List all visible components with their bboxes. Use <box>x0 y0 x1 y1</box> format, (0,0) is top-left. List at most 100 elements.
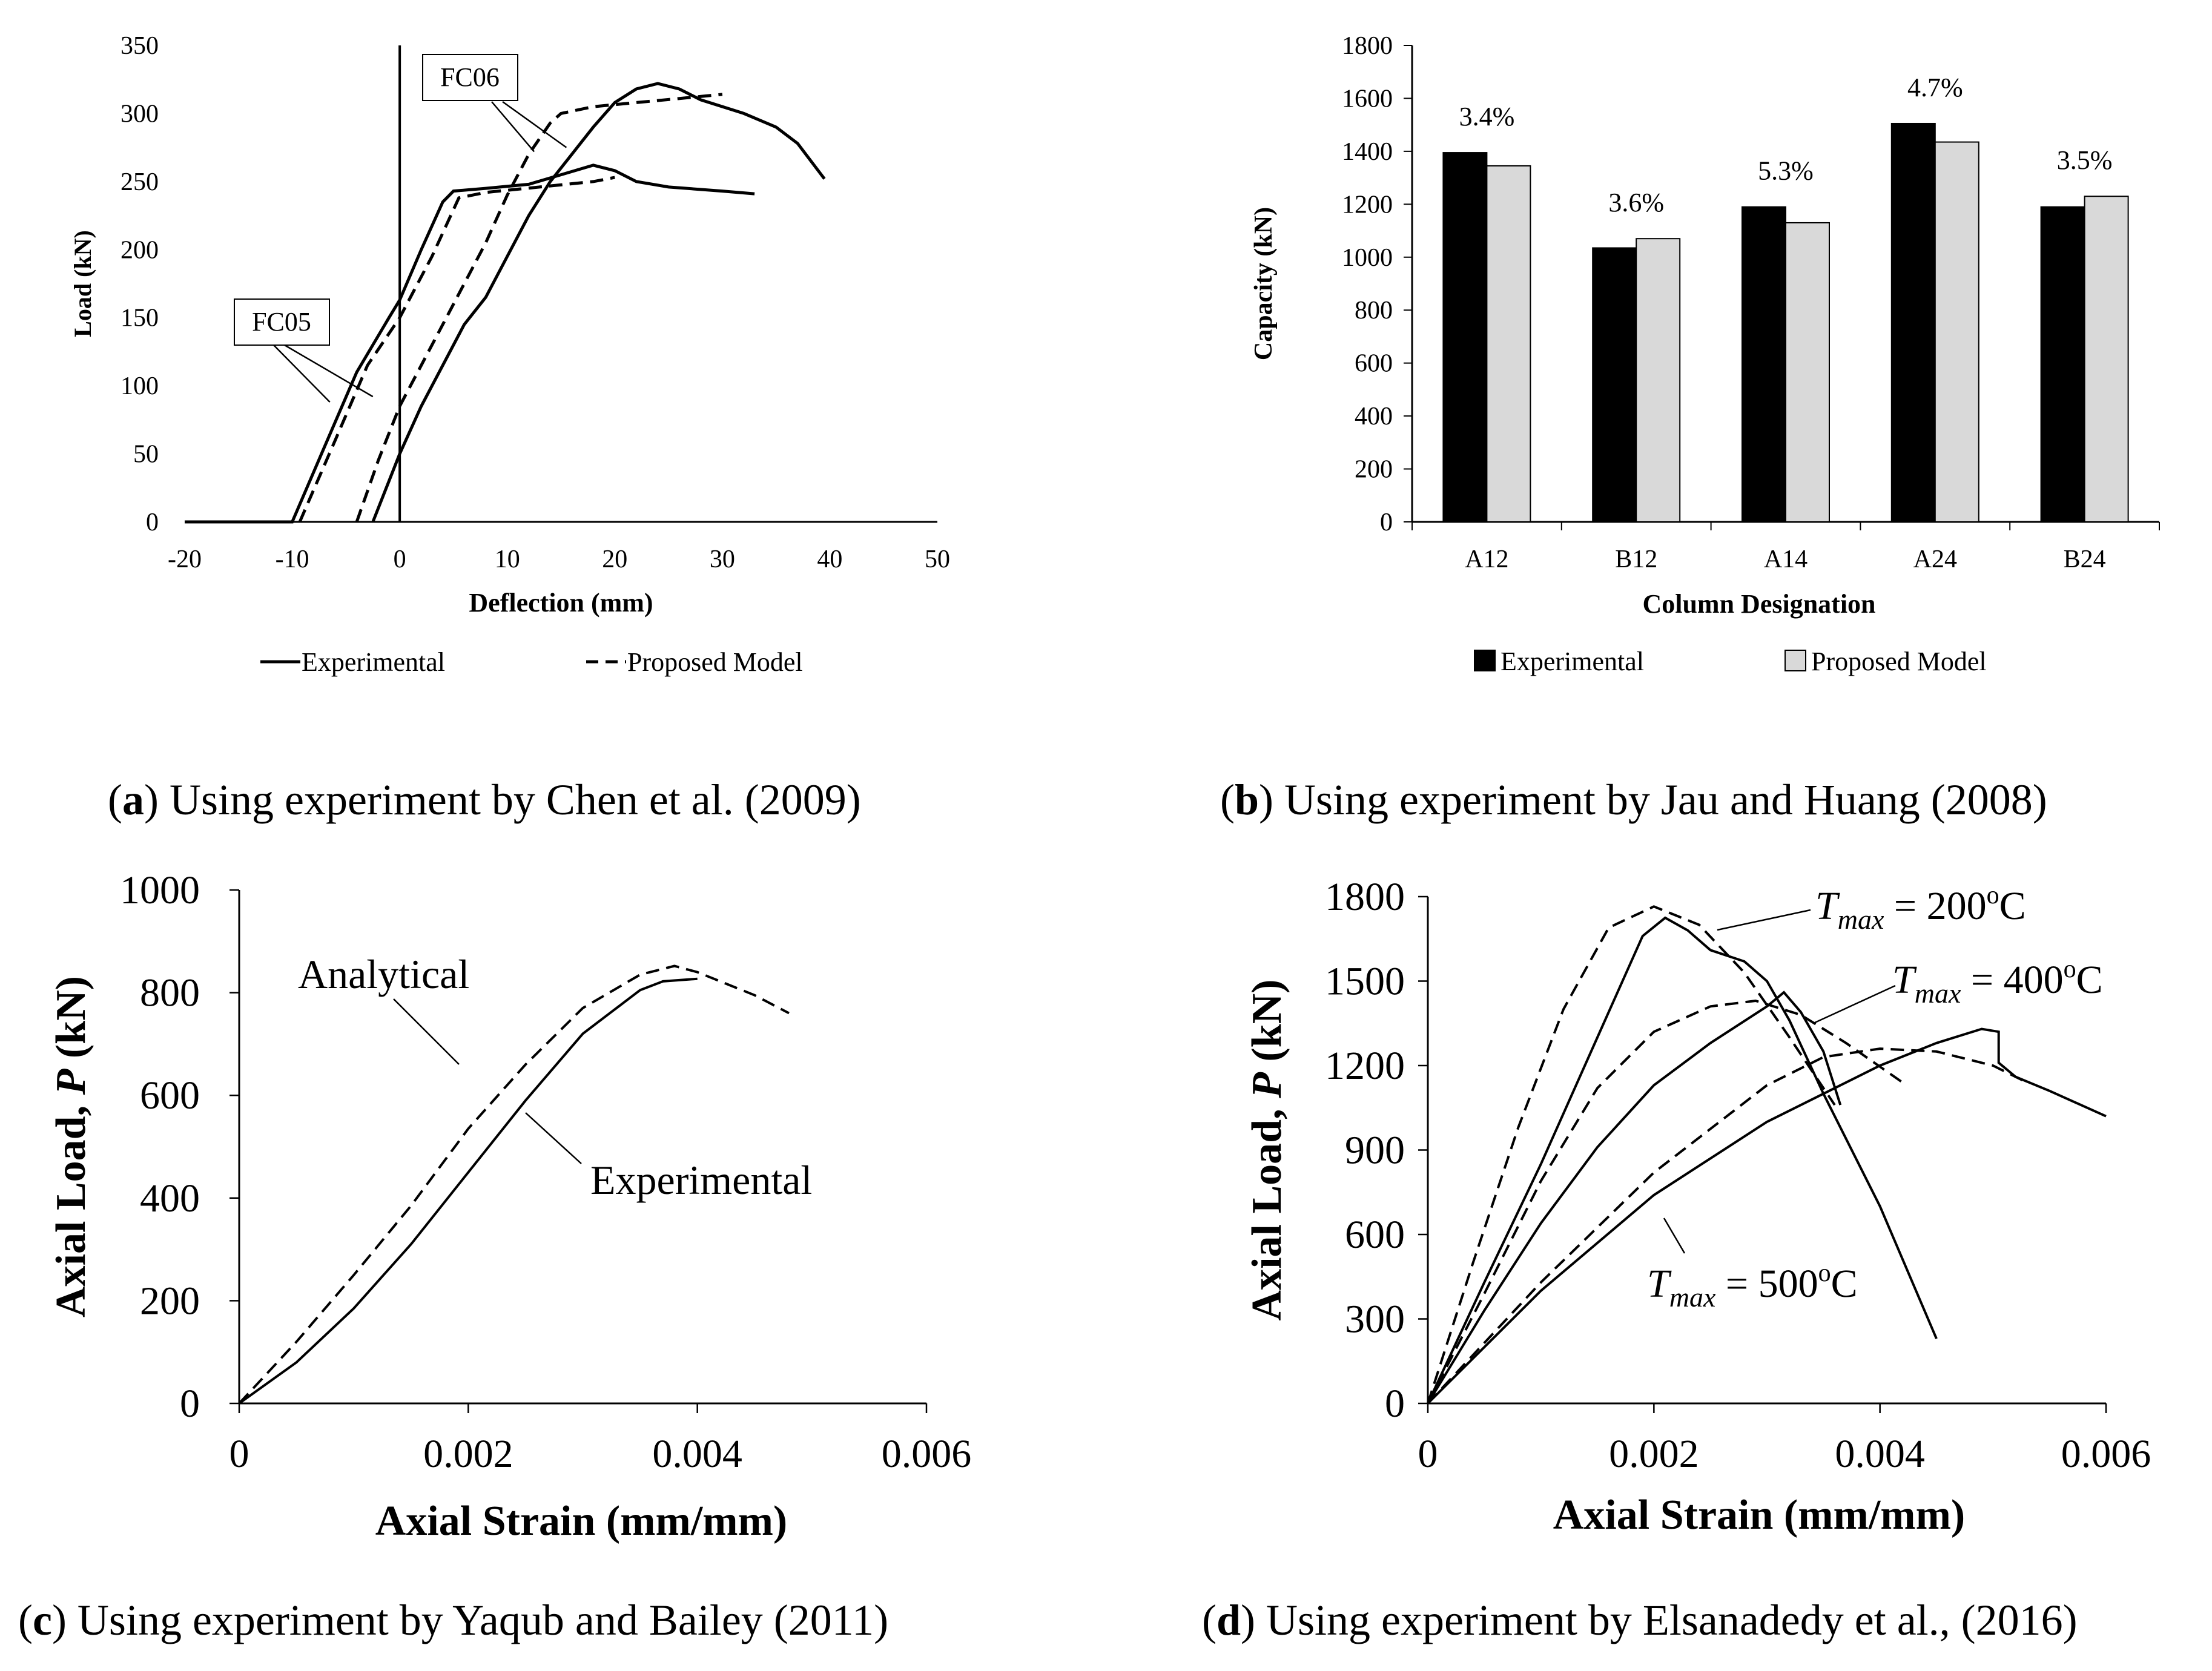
b-bar-experimental-a12 <box>1442 152 1488 522</box>
b-legend-label-proposed: Proposed Model <box>1811 647 1987 676</box>
c-x-axis-title: Axial Strain (mm/mm) <box>375 1498 787 1544</box>
c-series-line-2 <box>238 977 698 1405</box>
a-legend-label-proposed: Proposed Model <box>627 647 803 677</box>
b-x-axis-title: Column Designation <box>1642 589 1875 619</box>
a-y-tick-label: 150 <box>121 305 159 332</box>
b-bar-proposed-b12 <box>1636 238 1681 522</box>
d-label-200: Tmax = 200oC <box>1815 882 2026 935</box>
a-x-tick-label: 20 <box>602 545 627 573</box>
b-y-tick-label: 400 <box>1355 403 1393 430</box>
a-label-fc06: FC06 <box>440 62 500 92</box>
c-x-tick-label: 0.002 <box>423 1432 513 1476</box>
b-bar-proposed-b24 <box>2084 196 2129 522</box>
c-x-tick-label: 0.006 <box>882 1432 972 1476</box>
a-label-box-fc06 <box>422 54 518 101</box>
c-y-axis-title: Axial Load, P (kN) <box>48 976 94 1317</box>
c-arrow-analytical <box>393 998 460 1065</box>
b-bar-experimental-b12 <box>1592 247 1637 522</box>
a-arrow-fc05-1 <box>273 344 331 403</box>
a-arrow-fc06-2 <box>502 101 567 148</box>
d-series-line-3 <box>1427 990 1842 1405</box>
c-y-tick-label: 200 <box>140 1279 200 1323</box>
caption-a: (a) Using experiment by Chen et al. (200… <box>108 776 861 824</box>
a-arrow-fc06-1 <box>491 101 535 153</box>
d-series-line-4 <box>1427 999 1904 1404</box>
b-y-tick-label: 1000 <box>1342 244 1393 272</box>
b-bar-proposed-a24 <box>1934 141 1979 522</box>
b-bar-proposed-a14 <box>1785 222 1830 522</box>
a-x-tick-label: -20 <box>168 545 202 573</box>
d-series-line-1 <box>1427 916 1938 1404</box>
d-label-500: Tmax = 500oC <box>1647 1259 1858 1313</box>
a-y-tick-label: 50 <box>133 441 159 469</box>
a-y-tick-label: 200 <box>121 236 159 264</box>
a-y-tick-label: 300 <box>121 100 159 128</box>
panel-b-chart: 0 200 400 600 800 1000 1200 1400 1600 1800 A12 3.4%… <box>1250 32 2160 676</box>
b-percent-label: 3.5% <box>2057 145 2113 175</box>
a-legend-label-experimental: Experimental <box>302 647 445 677</box>
a-y-tick-label: 0 <box>146 509 159 536</box>
a-label-box-fc05 <box>234 298 330 346</box>
d-y-tick-label: 1800 <box>1325 875 1405 919</box>
b-legend-swatch-proposed <box>1784 650 1806 671</box>
caption-d: (d) Using experiment by Elsanadedy et al… <box>1202 1596 2078 1644</box>
d-x-axis-title: Axial Strain (mm/mm) <box>1553 1492 1965 1538</box>
d-label-400: Tmax = 400oC <box>1892 955 2103 1009</box>
c-x-tick-label: 0.004 <box>652 1432 742 1476</box>
caption-c: (c) Using experiment by Yaqub and Bailey… <box>18 1596 888 1644</box>
b-legend-swatch-experimental <box>1474 650 1496 671</box>
a-x-tick-label: 40 <box>817 545 842 573</box>
a-y-tick-label: 100 <box>121 372 159 400</box>
a-y-tick-label: 250 <box>121 168 159 196</box>
d-arrow-200 <box>1717 909 1811 931</box>
c-y-tick-label: 0 <box>180 1382 200 1426</box>
c-y-tick-label: 1000 <box>120 868 200 912</box>
d-x-tick-label: 0.004 <box>1835 1432 1925 1476</box>
a-series-line-3 <box>371 82 826 522</box>
d-y-tick-label: 600 <box>1345 1213 1405 1257</box>
b-x-tick-label: A14 <box>1764 545 1808 573</box>
b-percent-label: 3.6% <box>1608 188 1664 217</box>
b-bar-experimental-a14 <box>1742 206 1786 522</box>
a-x-tick-label: 30 <box>710 545 735 573</box>
c-arrow-experimental <box>525 1112 582 1164</box>
d-y-axis-title: Axial Load, P (kN) <box>1244 980 1290 1321</box>
a-y-axis-title: Load (kN) <box>69 230 96 337</box>
b-percent-label: 3.4% <box>1459 102 1515 131</box>
d-series-line-6 <box>1427 1047 2028 1405</box>
d-x-tick-label: 0.006 <box>2061 1432 2151 1476</box>
d-series-line-2 <box>1427 905 1836 1404</box>
b-bar-experimental-b24 <box>2040 206 2085 522</box>
b-y-axis-title: Capacity (kN) <box>1250 207 1278 360</box>
d-y-tick-label: 0 <box>1385 1382 1405 1426</box>
b-y-tick-label: 800 <box>1355 297 1393 325</box>
b-y-tick-label: 600 <box>1355 350 1393 378</box>
a-x-tick-label: 0 <box>394 545 406 573</box>
c-series-line-1 <box>238 964 790 1405</box>
b-percent-label: 5.3% <box>1758 156 1814 186</box>
b-legend-label-experimental: Experimental <box>1501 647 1644 676</box>
panel-d-chart: 0 300 600 900 1200 1500 1800 0 0.002 0.004 0.006 Ax… <box>1244 875 2151 1538</box>
panel-a-chart: -20 -10 0 10 20 30 40 50 0 50 100 150 200 250 300 350 De… <box>69 32 950 677</box>
caption-b: (b) Using experiment by Jau and Huang (2… <box>1220 776 2047 824</box>
c-x-tick-label: 0 <box>229 1432 249 1476</box>
c-y-tick-label: 600 <box>140 1073 200 1118</box>
b-percent-label: 4.7% <box>1907 73 1963 102</box>
c-y-tick-label: 800 <box>140 971 200 1015</box>
b-bar-proposed-a12 <box>1486 165 1531 522</box>
panel-c-chart: 0 200 400 600 800 1000 0 0.002 0.004 0.006 Axial S… <box>48 868 971 1544</box>
d-arrow-400 <box>1813 984 1896 1024</box>
c-y-tick-label: 400 <box>140 1176 200 1221</box>
b-y-tick-label: 200 <box>1355 456 1393 484</box>
d-x-tick-label: 0.002 <box>1609 1432 1699 1476</box>
b-y-tick-label: 1400 <box>1342 138 1393 166</box>
d-y-tick-label: 300 <box>1345 1297 1405 1342</box>
b-bar-experimental-a24 <box>1890 122 1936 523</box>
a-y-tick-label: 350 <box>121 32 159 60</box>
d-y-tick-label: 900 <box>1345 1129 1405 1173</box>
b-x-tick-label: B24 <box>2064 545 2106 573</box>
b-y-tick-label: 1800 <box>1342 32 1393 60</box>
d-y-tick-label: 1500 <box>1325 960 1405 1004</box>
a-x-tick-label: 50 <box>925 545 950 573</box>
